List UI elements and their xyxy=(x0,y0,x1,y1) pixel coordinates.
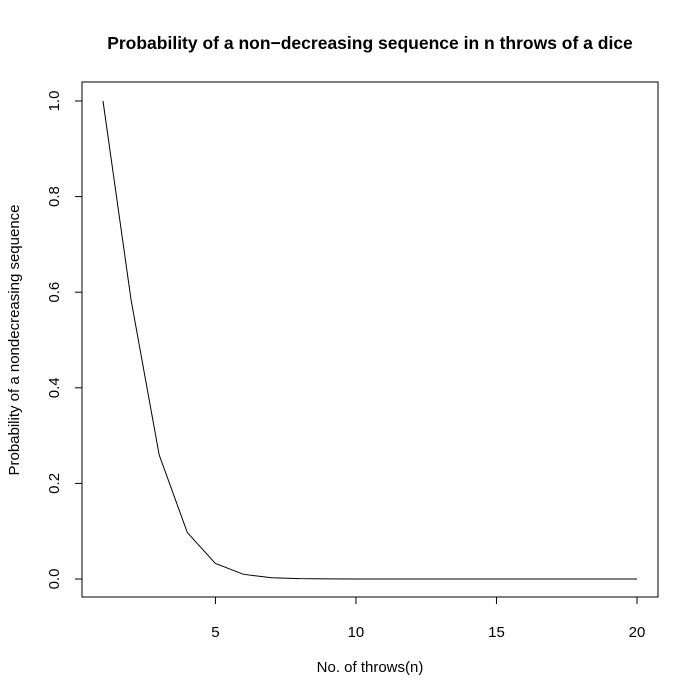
x-tick-label: 20 xyxy=(629,624,646,641)
y-tick-label: 0.2 xyxy=(46,473,63,494)
x-tick-label: 15 xyxy=(488,624,505,641)
y-axis: 0.0 0.2 0.4 0.6 0.8 1.0 xyxy=(46,91,83,590)
plot-box xyxy=(81,81,659,598)
series-layer xyxy=(102,100,637,580)
y-tick-label: 0.4 xyxy=(46,377,63,398)
y-tick-label: 1.0 xyxy=(46,91,63,112)
x-axis-label: No. of throws(n) xyxy=(317,659,424,676)
y-tick-label: 0.8 xyxy=(46,186,63,207)
series-line xyxy=(102,100,637,580)
y-tick-label: 0.6 xyxy=(46,282,63,303)
x-tick-label: 10 xyxy=(348,624,365,641)
chart-title: Probability of a non−decreasing sequence… xyxy=(107,33,633,53)
y-axis-label: Probability of a nondecreasing sequence xyxy=(6,204,23,475)
x-tick-label: 5 xyxy=(211,624,219,641)
y-tick-label: 0.0 xyxy=(46,569,63,590)
x-axis: 5 10 15 20 xyxy=(211,596,646,641)
